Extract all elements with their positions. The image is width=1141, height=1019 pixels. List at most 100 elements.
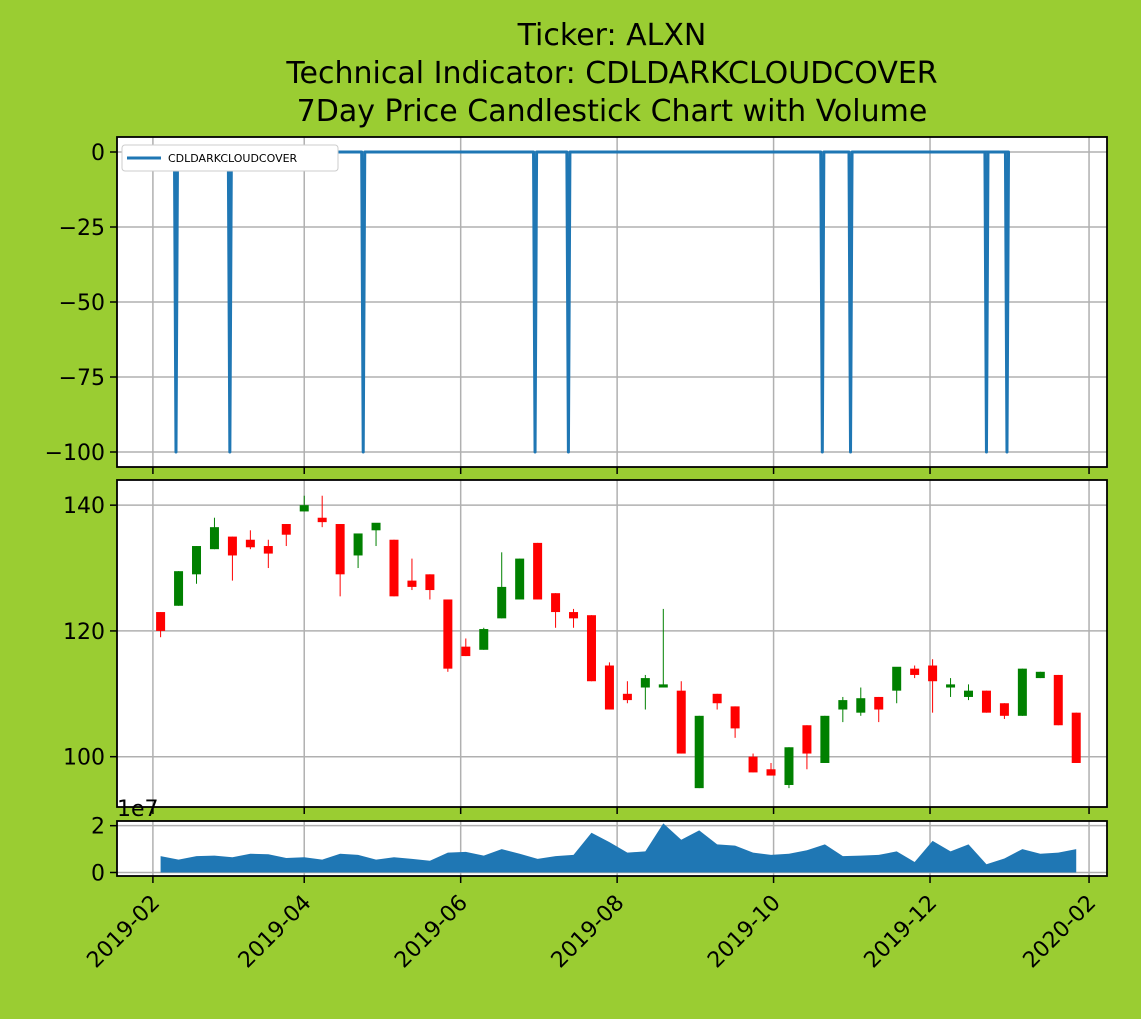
candle bbox=[856, 687, 866, 716]
candle-body bbox=[1071, 712, 1081, 763]
candle bbox=[658, 608, 668, 688]
volume-y-tick-label: 0 bbox=[91, 861, 105, 886]
candle-body bbox=[802, 725, 812, 754]
candle bbox=[407, 558, 417, 591]
candle-body bbox=[281, 524, 291, 535]
candle bbox=[497, 552, 507, 619]
legend-frame bbox=[121, 144, 339, 172]
candle-body bbox=[1035, 671, 1045, 679]
candle-body bbox=[551, 593, 561, 613]
price-plot-area bbox=[117, 480, 1107, 807]
legend-label: CDLDARKCLOUDCOVER bbox=[168, 152, 298, 165]
candle bbox=[461, 638, 471, 657]
candle-body bbox=[946, 684, 956, 688]
candle bbox=[784, 747, 794, 789]
candle-body bbox=[981, 690, 991, 713]
candle bbox=[694, 715, 704, 789]
candle-body bbox=[533, 542, 543, 600]
candle bbox=[353, 533, 363, 569]
candle-body bbox=[892, 666, 902, 691]
candle bbox=[766, 762, 776, 776]
candle bbox=[640, 674, 650, 710]
candle bbox=[838, 696, 848, 723]
x-tick-label: 2019-02 bbox=[82, 891, 165, 974]
candle bbox=[748, 753, 758, 773]
candle bbox=[263, 539, 273, 569]
candle bbox=[1017, 668, 1027, 716]
indicator-legend: CDLDARKCLOUDCOVER bbox=[121, 144, 339, 172]
candle-body bbox=[586, 615, 596, 682]
price-y-tick-label: 100 bbox=[63, 746, 105, 771]
candle-body bbox=[443, 599, 453, 669]
candle-body bbox=[479, 629, 489, 650]
volume-scale-label: 1e7 bbox=[117, 797, 159, 822]
candle-body bbox=[676, 690, 686, 754]
candle bbox=[802, 725, 812, 770]
candle-body bbox=[766, 769, 776, 776]
candle-body bbox=[658, 684, 668, 688]
candle bbox=[712, 693, 722, 710]
candle-body bbox=[1053, 674, 1063, 726]
candle-body bbox=[263, 546, 273, 554]
candle-body bbox=[425, 574, 435, 591]
candle-body bbox=[712, 693, 722, 704]
indicator-panel-frame bbox=[116, 136, 1108, 468]
candle-body bbox=[515, 558, 525, 600]
candle bbox=[371, 522, 381, 547]
candle-body bbox=[784, 747, 794, 785]
candle-body bbox=[299, 505, 309, 512]
candle bbox=[874, 696, 884, 723]
x-tick-label: 2019-10 bbox=[703, 891, 786, 974]
candle-body bbox=[371, 522, 381, 531]
candle-body bbox=[461, 646, 471, 657]
candle-body bbox=[245, 539, 255, 548]
candle bbox=[892, 666, 902, 704]
candle bbox=[1053, 674, 1063, 726]
candle-body bbox=[604, 665, 614, 710]
candle-body bbox=[964, 690, 974, 697]
candle-body bbox=[730, 706, 740, 729]
candle bbox=[209, 517, 219, 550]
candle bbox=[676, 681, 686, 754]
chart-title-line-3: 7Day Price Candlestick Chart with Volume bbox=[297, 94, 928, 129]
candle-body bbox=[353, 533, 363, 556]
price-y-tick-label: 140 bbox=[63, 494, 105, 519]
x-tick-label: 2019-06 bbox=[390, 891, 473, 974]
volume-area bbox=[160, 823, 1077, 873]
candle bbox=[981, 690, 991, 713]
x-tick-label: 2020-02 bbox=[1019, 891, 1102, 974]
candle-body bbox=[748, 756, 758, 773]
candle-body bbox=[622, 693, 632, 701]
candle-body bbox=[389, 539, 399, 597]
candle bbox=[964, 684, 974, 701]
candle-body bbox=[156, 612, 166, 631]
candle bbox=[820, 715, 830, 763]
candle bbox=[425, 574, 435, 600]
candle bbox=[245, 530, 255, 550]
candle-body bbox=[838, 700, 848, 710]
candle bbox=[335, 524, 345, 597]
candle bbox=[299, 495, 309, 512]
candle bbox=[443, 599, 453, 672]
candle bbox=[622, 681, 632, 704]
candle bbox=[551, 593, 561, 628]
x-tick-label: 2019-08 bbox=[547, 891, 630, 974]
candle-body bbox=[569, 612, 579, 619]
candle-body bbox=[209, 527, 219, 550]
candle bbox=[227, 536, 237, 581]
volume-y-tick-label: 2 bbox=[91, 815, 105, 840]
candle-body bbox=[407, 580, 417, 587]
candle-body bbox=[874, 696, 884, 710]
candle bbox=[604, 662, 614, 710]
chart-title-line-2: Technical Indicator: CDLDARKCLOUDCOVER bbox=[285, 56, 937, 91]
candle-body bbox=[317, 517, 327, 523]
candle bbox=[515, 558, 525, 600]
indicator-y-tick-label: −100 bbox=[45, 441, 105, 466]
candle-body bbox=[335, 524, 345, 575]
candle-body bbox=[856, 698, 866, 713]
indicator-y-tick-label: 0 bbox=[91, 141, 105, 166]
candle bbox=[192, 546, 202, 584]
candle bbox=[928, 659, 938, 713]
